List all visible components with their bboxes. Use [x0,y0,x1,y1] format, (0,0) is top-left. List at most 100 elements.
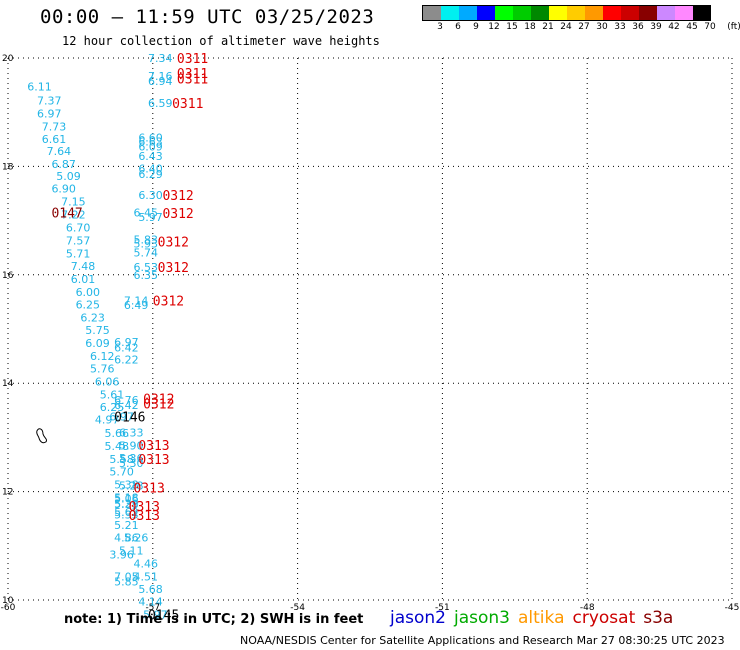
swh-value-label: 6.87 [51,158,76,171]
swh-value-label: 5.97 [138,211,163,224]
x-tick-label: -54 [290,603,305,613]
colorbar-label: 6 [455,22,461,32]
swh-value-label: 5.28 [119,480,144,493]
swh-value-label: 6.30 [138,189,163,202]
swh-value-label: 6.23 [80,312,105,325]
legend-item-jason2: jason2 [390,608,446,628]
swh-value-label: 6.00 [76,286,101,299]
swh-value-label: 4.46 [133,558,158,571]
swh-value-label: 6.45 [133,206,158,219]
island-outline [36,428,47,444]
swh-value-label: 7.64 [47,145,72,158]
pass-id-label: 0313 [138,439,169,454]
swh-value-label: 7.34 [148,52,173,65]
colorbar [422,5,711,21]
colorbar-swatch [693,5,711,21]
pass-id-label: 0313 [129,500,160,515]
y-tick-label: 16 [2,271,14,281]
legend-item-jason3: jason3 [454,608,510,628]
colorbar-label: 45 [686,22,698,32]
swh-value-label: 6.33 [119,427,144,440]
swh-value-label: 6.53 [133,261,158,274]
colorbar-label: 24 [560,22,572,32]
swh-value-label: 6.11 [27,81,52,94]
swh-value-label: 6.97 [109,410,134,423]
swh-value-label: 5.26 [124,532,149,545]
swh-value-label: 5.71 [66,248,91,261]
swh-value-label: 6.25 [76,299,101,312]
swh-value-label: 5.09 [56,170,80,183]
swh-value-label: 5.21 [114,519,139,532]
swh-value-label: 6.94 [148,75,173,88]
colorbar-swatch [603,5,621,21]
swh-value-label: 7.73 [42,120,67,133]
colorbar-label: (ft) [727,22,740,32]
swh-value-label: 6.12 [90,350,115,363]
pass-id-label: 0311 [172,97,203,112]
pass-id-label: 0147 [51,206,82,221]
swh-value-label: 5.58 [109,453,134,466]
swh-value-label: 4.14 [138,596,163,609]
colorbar-swatch [513,5,531,21]
legend-item-cryosat: cryosat [572,608,636,628]
swh-value-label: 6.70 [66,222,91,235]
swh-value-label: 5.33 [114,508,139,521]
swh-value-label: 6.90 [51,183,76,196]
y-tick-label: 10 [2,596,14,606]
swh-value-label: 7.16 [148,70,173,83]
legend-item-s3a: s3a [643,608,674,628]
swh-value-label: 6.61 [42,133,67,146]
swh-value-label: 5.75 [85,324,110,337]
footer-credit: NOAA/NESDIS Center for Satellite Applica… [240,634,725,647]
colorbar-label: 42 [668,22,680,32]
swh-value-label: 3.96 [109,548,134,561]
colorbar-swatch [657,5,675,21]
swh-value-label: 5.36 [119,452,144,465]
y-tick-label: 12 [2,488,13,498]
swh-value-label: 6.63 [138,135,163,148]
colorbar-swatch [621,5,639,21]
swh-value-label: 7.37 [37,94,62,107]
swh-value-label: 6.97 [114,336,139,349]
swh-value-label: 5.85 [114,576,139,589]
swh-value-label: 4.86 [114,532,139,545]
colorbar-label: 36 [632,22,644,32]
swh-value-label: 6.43 [138,150,163,163]
page-title: 00:00 – 11:59 UTC 03/25/2023 [40,6,375,28]
pass-id-label: 0313 [129,509,160,524]
swh-value-label: 6.76 [114,394,139,407]
swh-value-label: 4.97 [95,414,120,427]
x-tick-label: -48 [580,603,595,613]
pass-id-label: 0312 [162,207,193,222]
swh-value-label: 5.66 [105,427,129,440]
swh-value-label: 6.49 [124,299,149,312]
y-tick-label: 18 [2,162,14,172]
swh-value-label: 5.62 [114,506,139,519]
swh-value-label: 6.29 [138,168,163,181]
swh-value-label: 5.90 [119,440,144,453]
satellite-legend: jason2 jason3 altika cryosat s3a [390,608,681,628]
colorbar-swatch [639,5,657,21]
colorbar-label: 9 [473,22,479,32]
colorbar-label: 39 [650,22,662,32]
swh-value-label: 5.38 [114,498,139,511]
colorbar-swatch [549,5,567,21]
pass-id-label: 0146 [114,410,145,425]
x-tick-label: -57 [145,603,160,613]
colorbar-label: 27 [578,22,590,32]
swh-value-label: 6.42 [114,341,139,354]
swh-value-label: 6.22 [114,353,139,366]
swh-value-label: 7.05 [114,571,139,584]
swh-value-label: 5.68 [138,583,163,596]
swh-value-label: 7.57 [66,235,91,248]
colorbar-label: 15 [506,22,518,32]
swh-value-label: 5.83 [133,234,158,247]
colorbar-label: 30 [596,22,608,32]
swh-value-label: 5.70 [109,466,134,479]
x-tick-label: -51 [435,603,450,613]
swh-value-label: 6.25 [100,401,125,414]
swh-value-label: 5.29 [114,498,139,511]
pass-id-label: 0312 [162,189,193,204]
colorbar-swatch [422,5,441,21]
